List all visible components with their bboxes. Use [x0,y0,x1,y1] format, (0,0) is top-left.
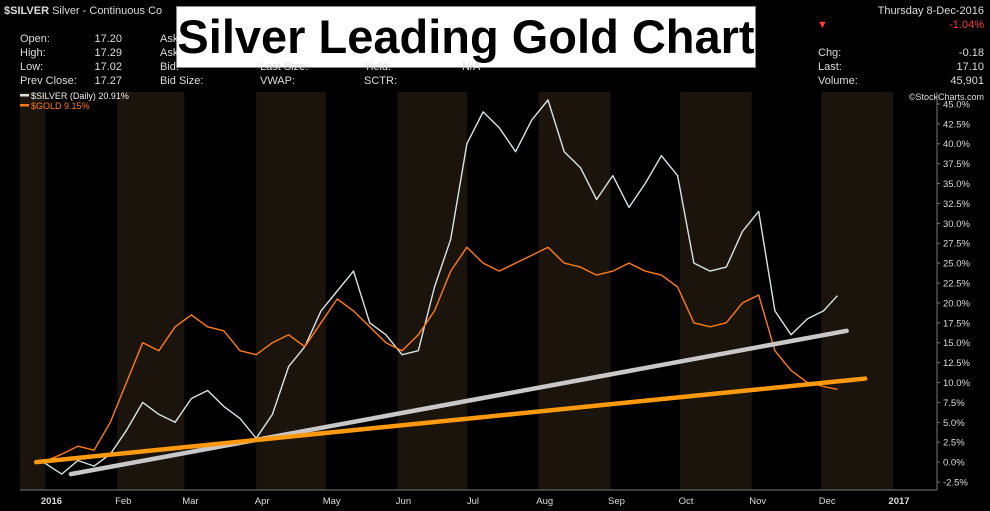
y-tick-label: 0.0% [943,458,965,469]
stat-label: Yield: [364,61,392,73]
x-tick-label: Jun [396,496,411,507]
legend-label: $SILVER (Daily) 20.91% [31,91,129,101]
y-tick-label: 40.0% [943,139,970,150]
y-tick-label: 7.5% [943,398,965,409]
stat-value: 17.29 [94,47,122,59]
symbol-line: $SILVER Silver - Continuous Co [4,5,162,17]
x-tick-label: 2016 [41,496,62,507]
gold-series-line [42,246,838,463]
legend-label: $GOLD 9.15% [31,101,90,111]
x-tick-label: Aug [536,496,553,507]
symbol-description: Silver - Continuous Co [52,5,163,17]
stat-label: Ask [160,47,179,59]
down-arrow-icon: ▼ [817,19,828,31]
y-tick-label: 45.0% [943,99,970,110]
y-tick-label: 25.0% [943,259,970,270]
x-tick-label: Sep [608,496,625,507]
stat-label: SCTR: [364,75,397,87]
stat-label: Prev Close: [20,75,77,87]
y-tick-label: 27.5% [943,239,970,250]
y-tick-label: 17.5% [943,318,970,329]
silver-trendline [68,328,849,477]
x-tick-label: Jul [467,496,479,507]
chart-title: Silver Leading Gold Chart [177,10,755,63]
y-tick-label: 37.5% [943,159,970,170]
gold-trendline [33,376,868,465]
y-tick-label: 22.5% [943,279,970,290]
x-tick-label: May [323,496,341,507]
stat-value: -0.18 [958,47,984,59]
y-tick-label: 35.0% [943,179,970,190]
stat-value: 17.10 [956,61,984,73]
stat-label: Low: [20,61,44,73]
y-tick-label: 10.0% [943,378,970,389]
month-band [821,92,894,490]
stat-label: Ask: [160,33,182,45]
stat-label: VWAP: [260,75,296,87]
stat-value: N/A [462,61,481,73]
x-tick-label: Nov [749,496,766,507]
change-pct: -1.04% [949,19,984,31]
x-tick-label: 2017 [888,496,909,507]
month-band [397,92,467,490]
legend-swatch [20,94,29,97]
silver-series-line [42,99,838,475]
stat-label: Open: [20,33,50,45]
y-tick-label: 42.5% [943,119,970,130]
x-tick-label: Apr [255,496,270,507]
x-tick-label: Oct [679,496,694,507]
title-box: Silver Leading Gold Chart [176,6,756,68]
watermark: ©StockCharts.com [908,92,984,102]
month-band [538,92,611,490]
month-band [20,92,46,490]
stat-label: Volume: [818,75,858,87]
y-tick-label: 32.5% [943,199,970,210]
month-band [679,92,752,490]
y-tick-label: 2.5% [943,438,965,449]
x-tick-label: Mar [182,496,198,507]
stat-value: 17.27 [94,75,122,87]
month-band [117,92,185,490]
stat-label: Bid Size: [160,75,204,87]
symbol: $SILVER [4,5,50,17]
y-tick-label: 5.0% [943,418,965,429]
stat-label: Last Size: [260,61,309,73]
y-tick-label: -2.5% [943,478,968,489]
stat-label: High: [20,47,46,59]
stat-label: Chg: [818,47,842,59]
stat-label: Last: [818,61,842,73]
header-date: Thursday 8-Dec-2016 [877,5,984,17]
x-tick-label: Feb [115,496,131,507]
month-band [256,92,326,490]
y-tick-label: 15.0% [943,338,970,349]
legend-swatch [20,104,29,107]
y-tick-label: 12.5% [943,358,970,369]
stat-label: Bid: [160,61,179,73]
stat-value: 17.20 [94,33,122,45]
y-tick-label: 30.0% [943,219,970,230]
x-tick-label: Dec [819,496,836,507]
stat-value: 17.02 [94,61,122,73]
stat-value: 45,901 [950,75,984,87]
y-tick-label: 20.0% [943,298,970,309]
